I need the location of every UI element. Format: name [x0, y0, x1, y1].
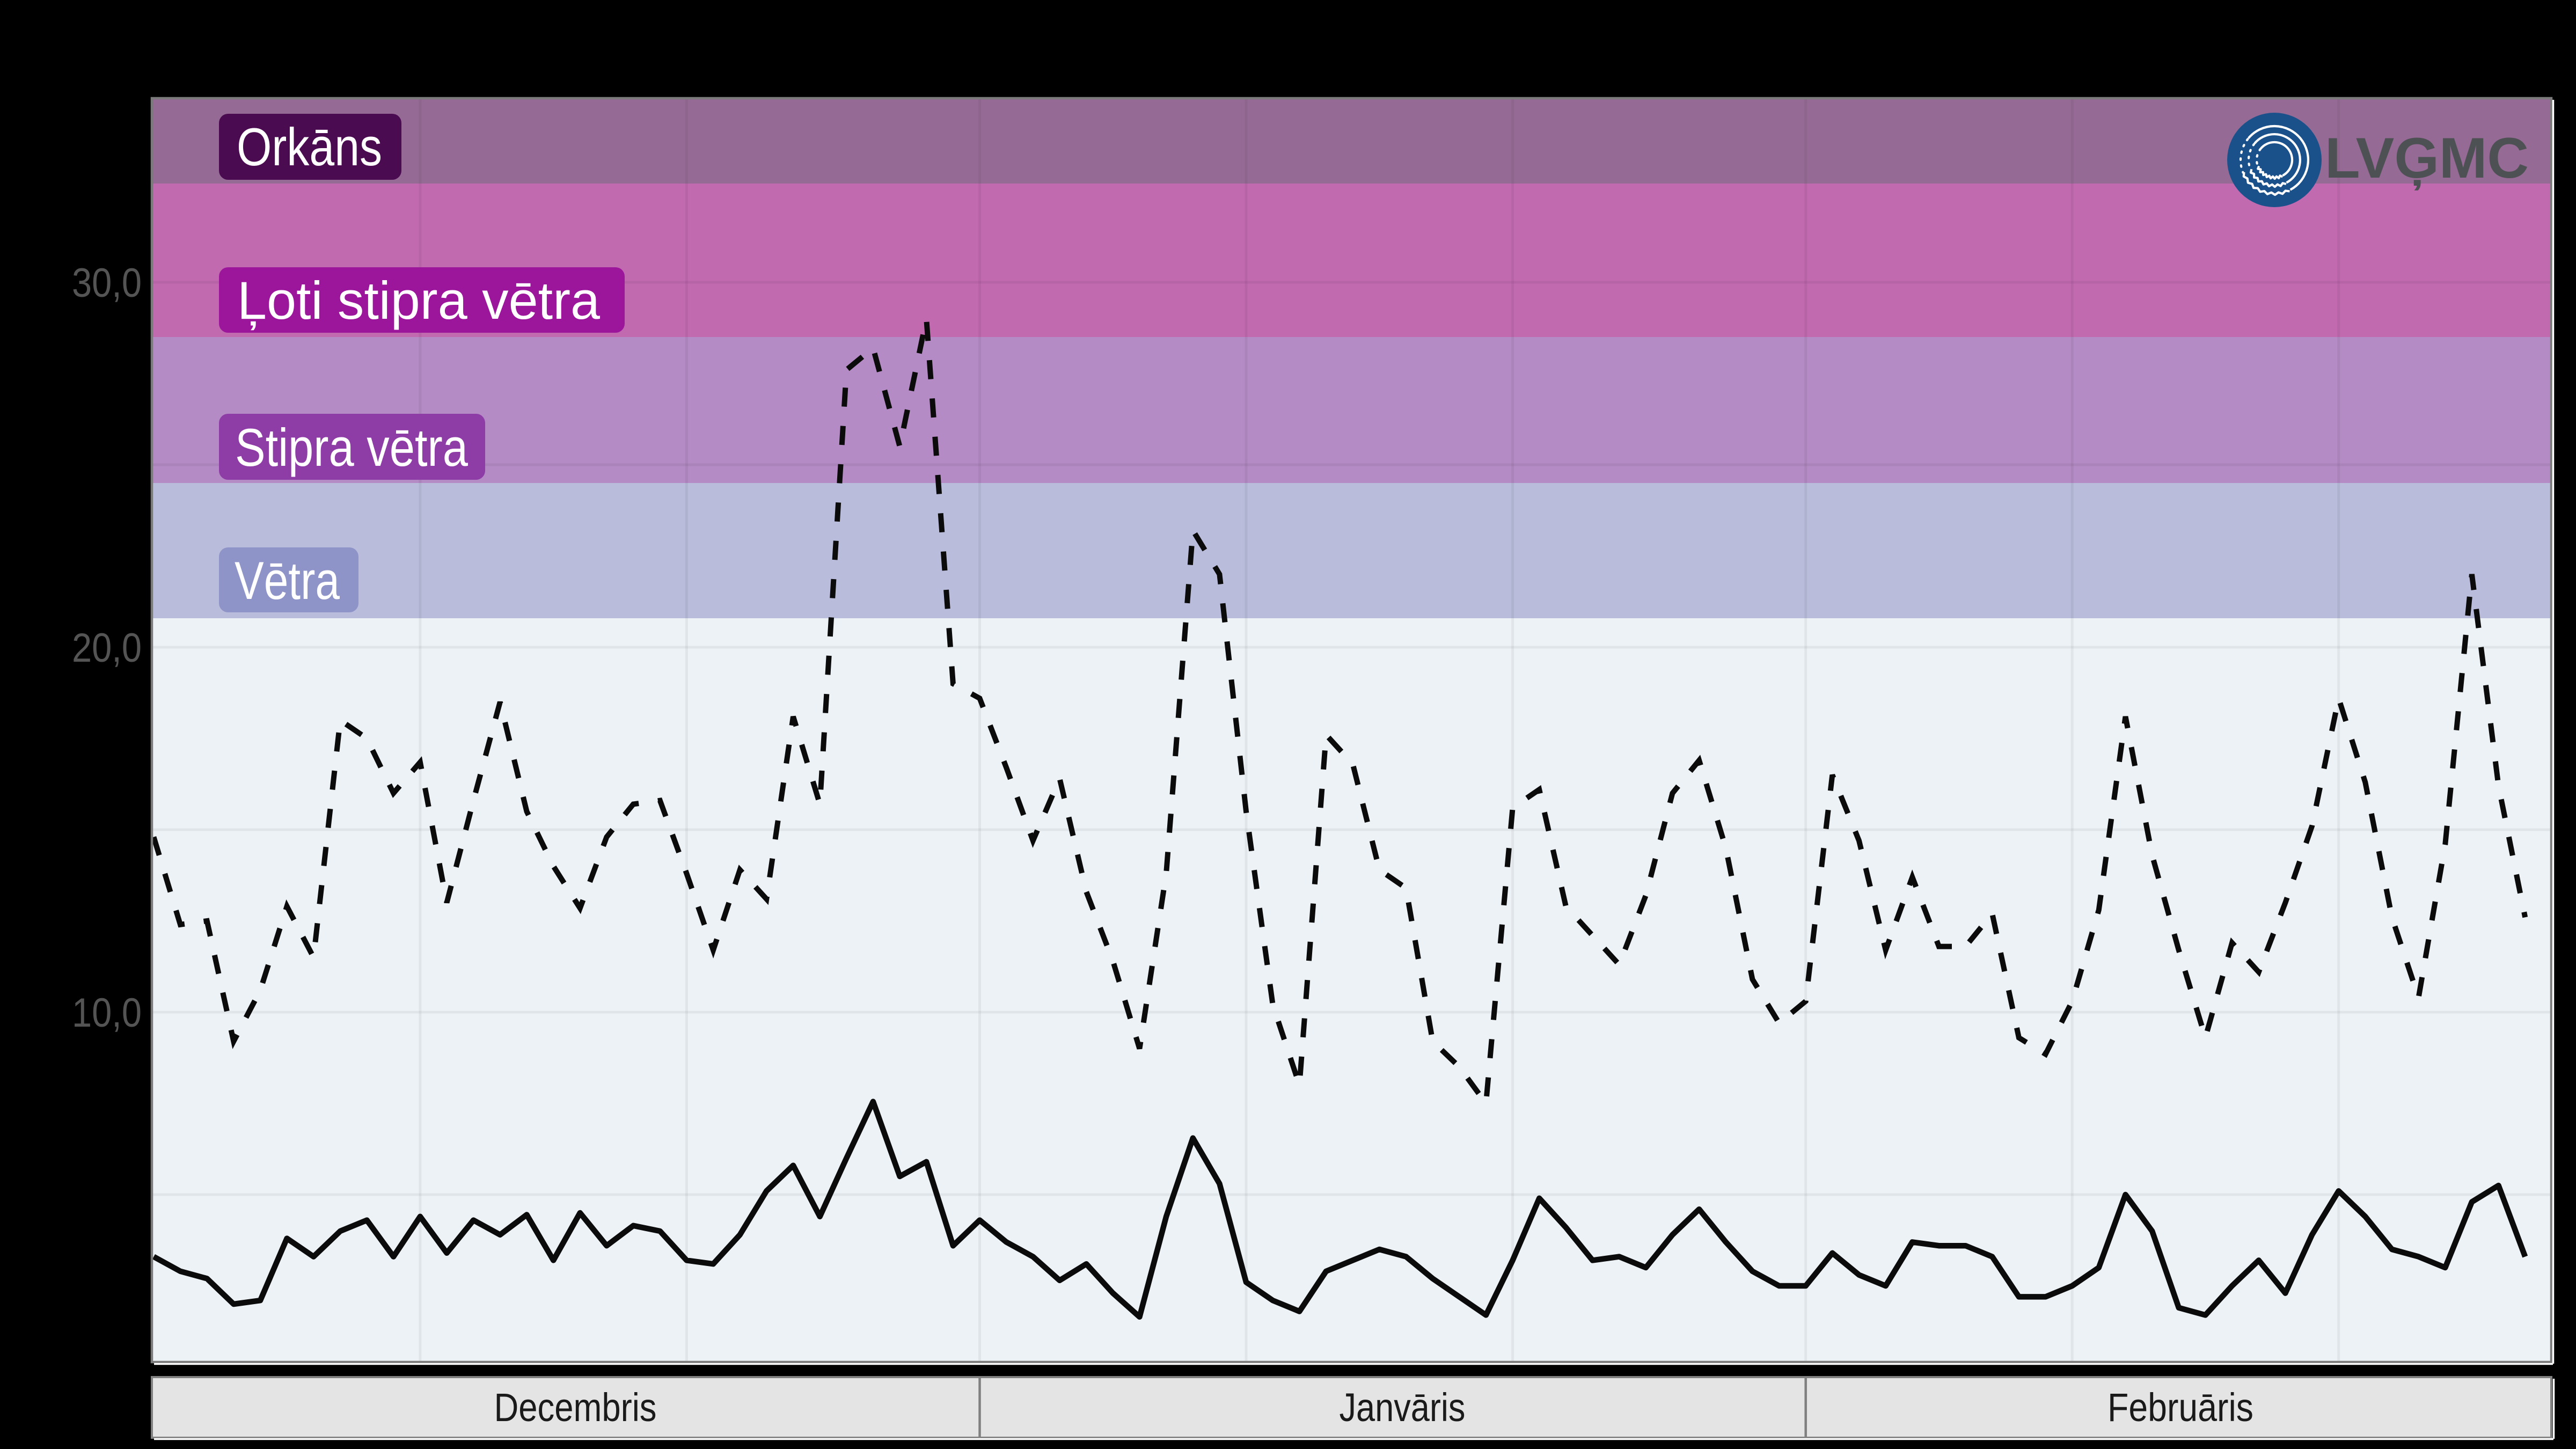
svg-text:Ļoti stipra vētra: Ļoti stipra vētra [237, 270, 601, 330]
svg-text:Decembris: Decembris [494, 1385, 657, 1430]
svg-text:20,0: 20,0 [72, 625, 142, 671]
svg-text:Stipra vētra: Stipra vētra [235, 418, 469, 477]
svg-text:LVĢMC: LVĢMC [2325, 126, 2529, 191]
svg-text:Janvāris: Janvāris [1340, 1385, 1466, 1430]
svg-text:Vētra: Vētra [235, 551, 340, 610]
svg-text:30,0: 30,0 [72, 260, 142, 306]
svg-text:10,0: 10,0 [72, 990, 142, 1036]
svg-text:Orkāns: Orkāns [237, 117, 382, 177]
svg-text:Februāris: Februāris [2107, 1385, 2253, 1430]
